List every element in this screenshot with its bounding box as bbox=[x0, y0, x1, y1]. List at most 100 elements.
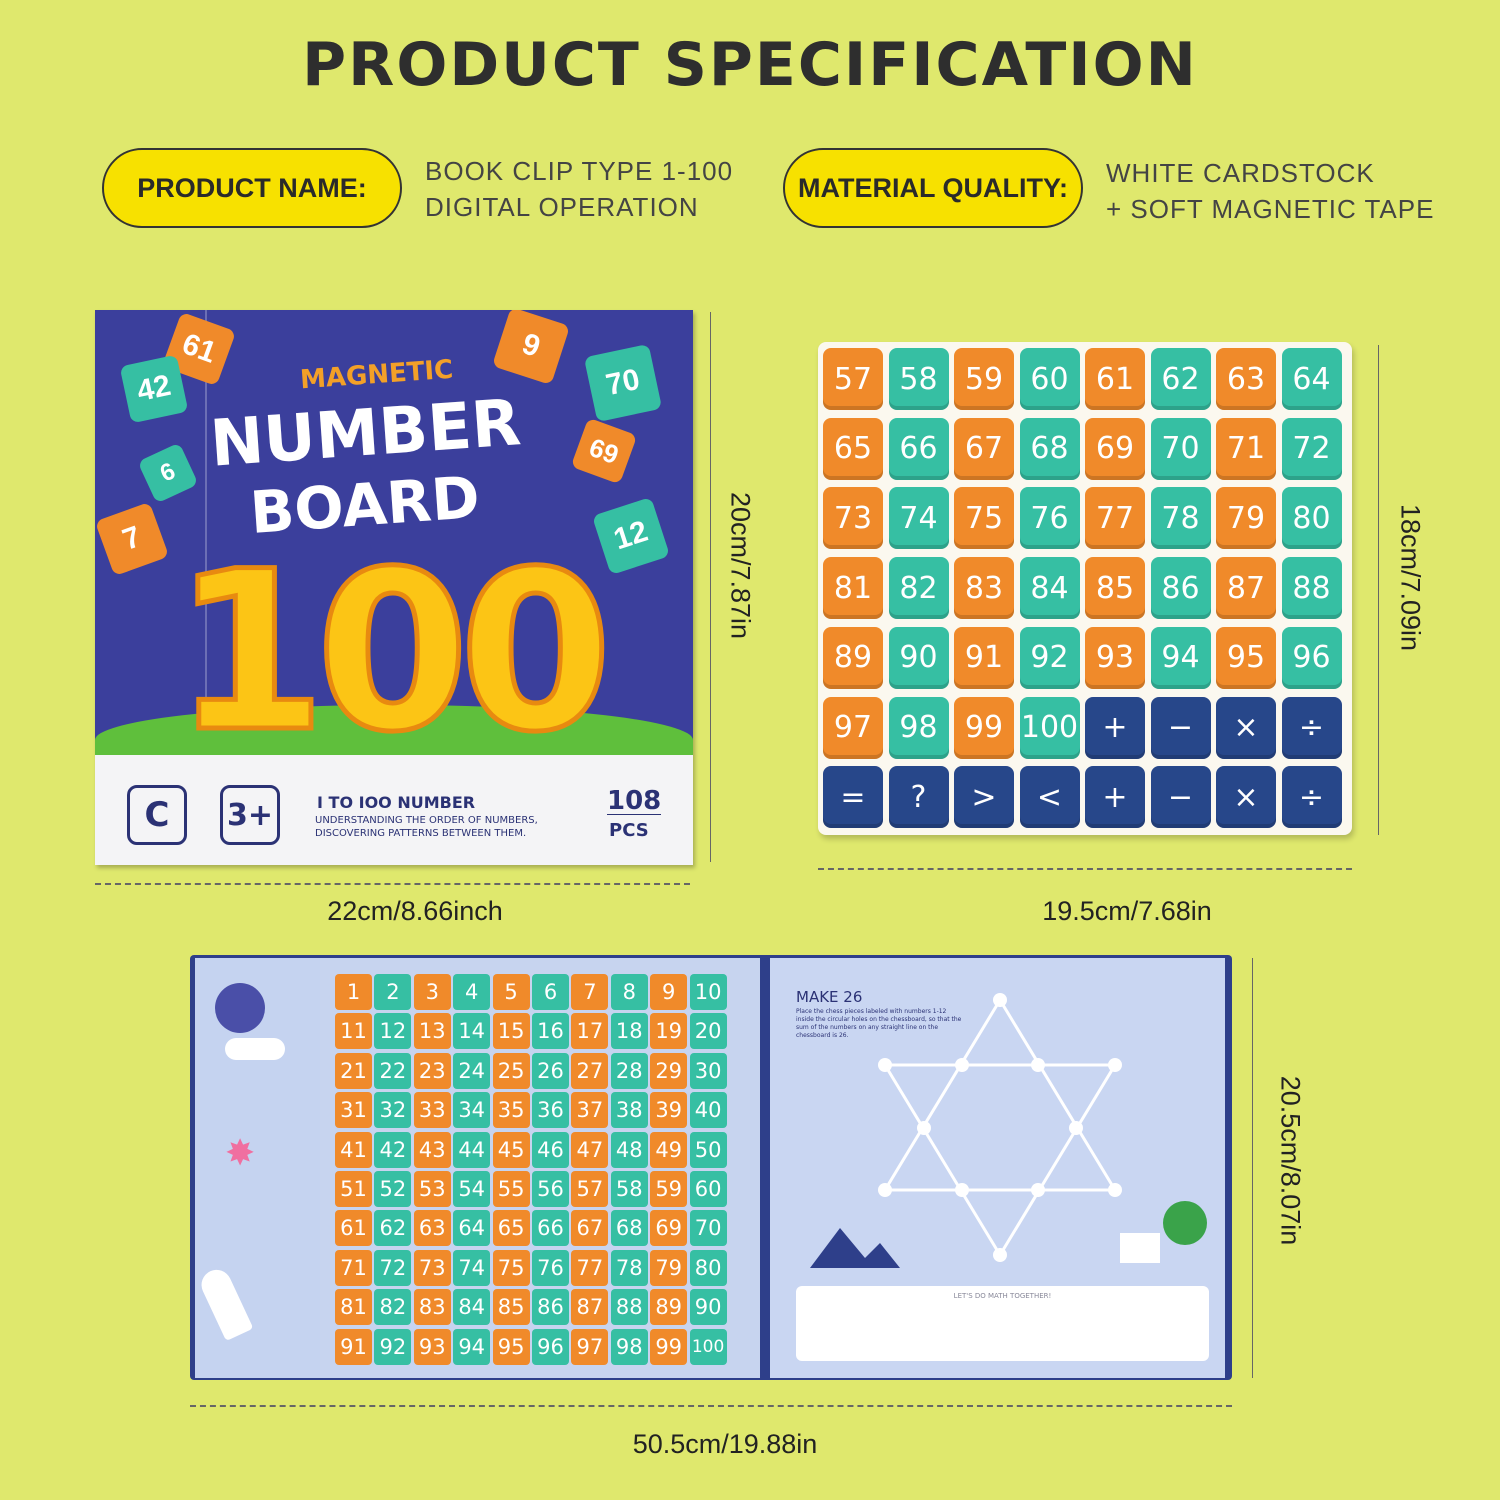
grid-tile: 56 bbox=[532, 1171, 569, 1207]
board-tile: − bbox=[1150, 766, 1211, 829]
grid-tile: 39 bbox=[650, 1092, 688, 1129]
board-tile: 87 bbox=[1216, 557, 1276, 620]
grid-tile: 5 bbox=[492, 974, 530, 1010]
grid-tile: 81 bbox=[335, 1289, 372, 1326]
grid-tile: 59 bbox=[650, 1171, 688, 1207]
grid-tile: 69 bbox=[650, 1210, 688, 1247]
board-tile: ÷ bbox=[1281, 766, 1342, 829]
grid-tile: 30 bbox=[689, 1052, 727, 1089]
board-tile: 68 bbox=[1019, 417, 1080, 480]
grid-tile: 100 bbox=[689, 1328, 727, 1365]
cover-height-label: 20cm/7.87in bbox=[725, 491, 756, 640]
board-tile: 93 bbox=[1085, 626, 1145, 689]
magnetic-board-image: 57 58 59 60 61 62 63 64 65 66 67 68 69 70 71 72 73 74 75 76… bbox=[818, 342, 1352, 835]
cover-tile: 70 bbox=[583, 343, 663, 423]
grid-tile: 74 bbox=[453, 1249, 491, 1286]
board-tile: 96 bbox=[1281, 626, 1342, 689]
grid-tile: 92 bbox=[374, 1328, 412, 1365]
star-of-david-puzzle bbox=[810, 993, 1207, 1268]
board-tile: 70 bbox=[1150, 417, 1211, 480]
puzzle-hole bbox=[1031, 1058, 1045, 1072]
answer-box-label: LET'S DO MATH TOGETHER! bbox=[953, 1292, 1052, 1300]
grid-tile: 71 bbox=[335, 1249, 372, 1286]
grid-tile: 93 bbox=[413, 1328, 451, 1365]
grid-tile: 70 bbox=[689, 1210, 727, 1247]
grid-tile: 24 bbox=[453, 1052, 491, 1089]
board-tile: 78 bbox=[1150, 487, 1211, 550]
board-tile: 66 bbox=[888, 417, 949, 480]
grid-tile: 72 bbox=[374, 1249, 412, 1286]
board-tile: 60 bbox=[1019, 348, 1080, 410]
board-tile: 75 bbox=[954, 487, 1014, 550]
grid-tile: 55 bbox=[492, 1171, 530, 1207]
grid-tile: 73 bbox=[413, 1249, 451, 1286]
grid-tile: 2 bbox=[374, 974, 412, 1010]
cover-tile: 6 bbox=[137, 442, 199, 504]
grid-tile: 90 bbox=[689, 1289, 727, 1326]
puzzle-hole bbox=[1069, 1121, 1083, 1135]
grid-tile: 37 bbox=[571, 1092, 609, 1129]
illustration-panel: ✸ bbox=[195, 958, 320, 1378]
board-tile: 84 bbox=[1019, 557, 1080, 620]
grid-tile: 61 bbox=[335, 1210, 372, 1247]
age-badge: 3+ bbox=[220, 785, 280, 845]
dimension-line bbox=[818, 868, 1352, 870]
grid-tile: 15 bbox=[492, 1013, 530, 1050]
grid-tile: 12 bbox=[374, 1013, 412, 1050]
puzzle-hole bbox=[917, 1121, 931, 1135]
grid-tile: 51 bbox=[335, 1171, 372, 1207]
grid-tile: 64 bbox=[453, 1210, 491, 1247]
board-tile: 76 bbox=[1019, 487, 1080, 550]
grid-tile: 87 bbox=[571, 1289, 609, 1326]
grid-tile: 21 bbox=[335, 1052, 372, 1089]
grid-tile: 41 bbox=[335, 1131, 372, 1168]
grid-tile: 53 bbox=[413, 1171, 451, 1207]
grid-tile: 60 bbox=[689, 1171, 727, 1207]
product-name-line: BOOK CLIP TYPE 1-100 bbox=[425, 156, 734, 186]
grid-tile: 54 bbox=[453, 1171, 491, 1207]
board-tile: 77 bbox=[1085, 487, 1145, 550]
grid-tile: 19 bbox=[650, 1013, 688, 1050]
board-tile: − bbox=[1150, 696, 1211, 759]
board-tile: 79 bbox=[1216, 487, 1276, 550]
grid-tile: 1 bbox=[335, 974, 372, 1010]
product-name-pill: PRODUCT NAME: bbox=[102, 148, 402, 228]
board-tile: 64 bbox=[1281, 348, 1342, 410]
board-tile: 90 bbox=[888, 626, 949, 689]
book-cover-image: 61 42 6 7 9 70 69 12 MAGNETIC NUMBER BOA… bbox=[95, 310, 693, 865]
grid-tile: 27 bbox=[571, 1052, 609, 1089]
board-height-label: 18cm/7.09in bbox=[1395, 503, 1426, 652]
grid-tile: 99 bbox=[650, 1328, 688, 1365]
grid-tile: 75 bbox=[492, 1249, 530, 1286]
board-tile: 91 bbox=[954, 626, 1014, 689]
puzzle-page: MAKE 26 Place the chess pieces labeled w… bbox=[770, 958, 1225, 1378]
board-tile: 97 bbox=[823, 696, 883, 759]
grid-tile: 20 bbox=[689, 1013, 727, 1050]
grid-tile: 3 bbox=[413, 974, 451, 1010]
cover-width-label: 22cm/8.66inch bbox=[327, 896, 503, 926]
puzzle-hole bbox=[1108, 1183, 1122, 1197]
grid-tile: 49 bbox=[650, 1131, 688, 1168]
grid-tile: 44 bbox=[453, 1131, 491, 1168]
puzzle-hole bbox=[955, 1058, 969, 1072]
board-tile: = bbox=[823, 766, 883, 829]
puzzle-hole bbox=[878, 1183, 892, 1197]
grid-tile: 32 bbox=[374, 1092, 412, 1129]
cover-line3: DISCOVERING PATTERNS BETWEEN THEM. bbox=[315, 828, 527, 839]
grid-tile: 63 bbox=[413, 1210, 451, 1247]
grid-tile: 76 bbox=[532, 1249, 569, 1286]
grid-tile: 88 bbox=[610, 1289, 648, 1326]
grid-tile: 6 bbox=[532, 974, 569, 1010]
grid-tile: 66 bbox=[532, 1210, 569, 1247]
grid-tile: 52 bbox=[374, 1171, 412, 1207]
board-tile: 65 bbox=[823, 417, 883, 480]
board-tile: 81 bbox=[823, 557, 883, 620]
material-quality-value: WHITE CARDSTOCK + SOFT MAGNETIC TAPE bbox=[1106, 155, 1434, 227]
grid-tile: 11 bbox=[335, 1013, 372, 1050]
board-tile: 89 bbox=[823, 626, 883, 689]
grid-tile: 80 bbox=[689, 1249, 727, 1286]
puzzle-hole bbox=[878, 1058, 892, 1072]
board-tile: 99 bbox=[954, 696, 1014, 759]
board-tile: + bbox=[1085, 696, 1145, 759]
answer-box: LET'S DO MATH TOGETHER! bbox=[796, 1286, 1209, 1361]
